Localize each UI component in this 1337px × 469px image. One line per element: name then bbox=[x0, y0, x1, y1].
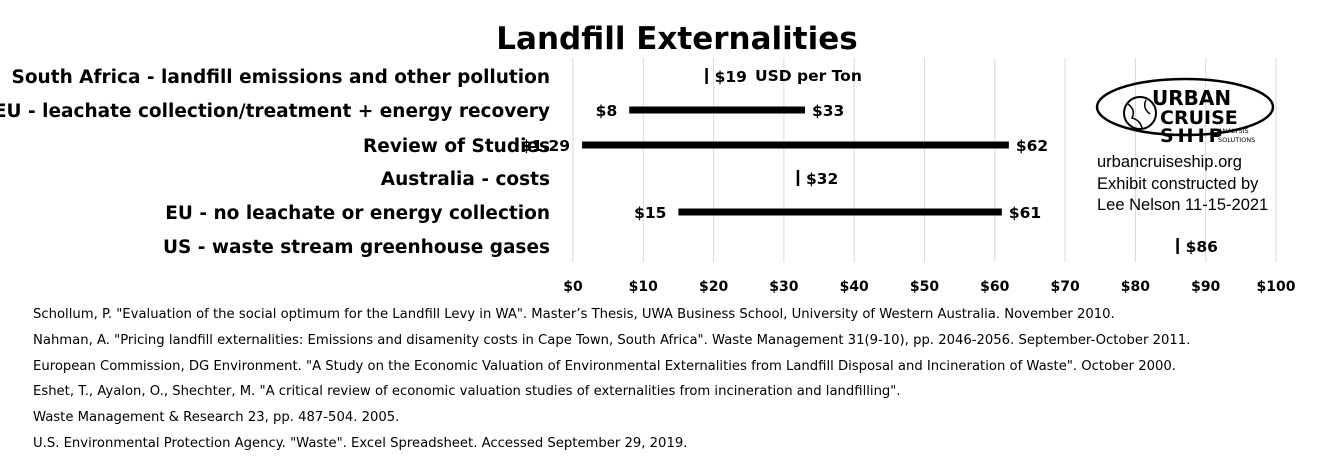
point-value-label: $86 bbox=[1186, 238, 1218, 256]
category-label: EU - leachate collection/treatment + ene… bbox=[0, 101, 550, 122]
credit-line-3: Lee Nelson 11-15-2021 bbox=[1097, 196, 1268, 214]
category-labels: South Africa - landfill emissions and ot… bbox=[0, 67, 550, 258]
low-value-label: $15 bbox=[634, 204, 666, 222]
reference-3: European Commission, DG Environment. "A … bbox=[33, 358, 1177, 374]
logo-ellipse bbox=[1095, 77, 1275, 137]
bars: $19 $8 $33 $1.29 $62 $32 $15 $61 $86 bbox=[521, 68, 1218, 256]
logo-word-solutions: SOLUTIONS bbox=[1218, 136, 1255, 144]
low-value-label: $8 bbox=[596, 102, 618, 120]
reference-5: Waste Management & Research 23, pp. 487-… bbox=[33, 410, 400, 426]
x-tick-label: $10 bbox=[629, 279, 658, 295]
logo-word-analysis: ANALYSIS bbox=[1218, 127, 1249, 135]
high-value-label: $61 bbox=[1009, 204, 1041, 222]
x-tick-label: $20 bbox=[699, 279, 728, 295]
reference-2: Nahman, A. "Pricing landfill externaliti… bbox=[33, 332, 1191, 348]
gridlines bbox=[572, 58, 1277, 262]
logo-word-ship: SHIP bbox=[1160, 125, 1227, 147]
globe-icon bbox=[1123, 96, 1157, 130]
x-tick-label: $90 bbox=[1191, 279, 1220, 295]
category-label: Australia - costs bbox=[381, 169, 550, 190]
category-label: EU - no leachate or energy collection bbox=[165, 203, 550, 224]
reference-1: Schollum, P. "Evaluation of the social o… bbox=[33, 307, 1115, 322]
x-tick-label: $50 bbox=[910, 279, 939, 295]
high-value-label: $62 bbox=[1016, 137, 1048, 155]
low-value-label: $1.29 bbox=[521, 137, 570, 155]
high-value-label: $33 bbox=[812, 102, 844, 120]
x-tick-label: $0 bbox=[563, 279, 583, 295]
credit-line-2: Exhibit constructed by bbox=[1097, 175, 1259, 193]
category-label: Review of Studies bbox=[363, 136, 550, 157]
x-tick-label: $40 bbox=[840, 279, 869, 295]
point-value-label: $32 bbox=[806, 170, 838, 188]
chart: Landfill Externalities South Africa - la… bbox=[0, 21, 1296, 295]
x-tick-label: $100 bbox=[1257, 279, 1296, 295]
x-axis-ticks: $0 $10 $20 $30 $40 $50 $60 $70 $80 $90 $100 bbox=[563, 279, 1295, 295]
reference-4: Eshet, T., Ayalon, O., Shechter, M. "A c… bbox=[33, 384, 901, 400]
logo-word-urban: URBAN bbox=[1152, 86, 1231, 110]
references: Schollum, P. "Evaluation of the social o… bbox=[33, 302, 1333, 457]
category-label: US - waste stream greenhouse gases bbox=[163, 237, 550, 258]
category-label: South Africa - landfill emissions and ot… bbox=[12, 67, 550, 88]
urban-cruise-ship-logo: URBAN CRUISE SHIP ANALYSIS SOLUTIONS bbox=[1095, 77, 1275, 147]
x-tick-label: $70 bbox=[1050, 279, 1079, 295]
reference-6: U.S. Environmental Protection Agency. "W… bbox=[33, 435, 688, 451]
point-value-label: $19 bbox=[715, 68, 747, 86]
x-tick-label: $80 bbox=[1121, 279, 1150, 295]
credit-website: urbancruiseship.org bbox=[1097, 153, 1242, 171]
unit-note: USD per Ton bbox=[755, 67, 862, 85]
globe-continents bbox=[1127, 99, 1151, 129]
chart-title: Landfill Externalities bbox=[496, 21, 857, 57]
x-tick-label: $60 bbox=[980, 279, 1009, 295]
x-tick-label: $30 bbox=[769, 279, 798, 295]
logo-word-cruise: CRUISE bbox=[1160, 107, 1238, 129]
